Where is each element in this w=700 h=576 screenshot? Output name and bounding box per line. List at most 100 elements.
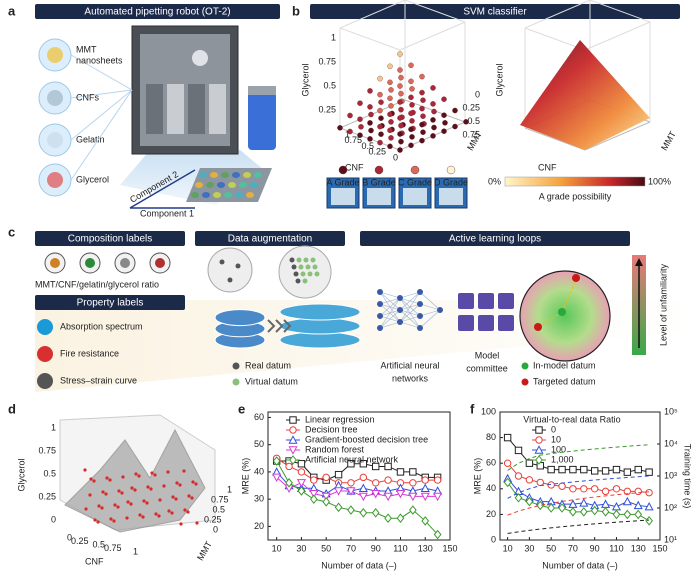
sample-dot [162, 484, 166, 488]
sample-dot [146, 485, 150, 489]
nn-edge [379, 309, 401, 329]
y-tick-label: 0 [491, 534, 496, 544]
target-point [534, 323, 542, 331]
sample-dot [398, 122, 404, 129]
x-tick-label: 130 [418, 543, 433, 553]
data-point [612, 485, 621, 493]
sample-dot [191, 480, 195, 484]
property-label: Absorption spectrum [60, 321, 143, 331]
data-point [420, 483, 430, 492]
virtual-set [278, 245, 332, 299]
panel-label: e [238, 401, 245, 416]
robot-rack [188, 84, 205, 134]
data-point [623, 468, 632, 476]
well [250, 182, 258, 188]
grade-dot [338, 165, 348, 175]
virtual-point [305, 264, 311, 270]
data-point [322, 497, 331, 507]
sample-dot [112, 519, 116, 523]
sample-dot [387, 79, 393, 86]
composition-detail [120, 258, 130, 268]
virtual-point [293, 271, 299, 277]
sample-dot [442, 120, 448, 126]
data-point [525, 496, 534, 507]
data-point [579, 498, 589, 507]
data-point [347, 505, 355, 515]
real-point [227, 277, 233, 283]
sample-dot [377, 75, 383, 82]
y2-tick-label: 10⁵ [664, 406, 678, 416]
sample-dot [397, 83, 403, 89]
sample-dot [117, 489, 121, 493]
panel-label: b [292, 3, 300, 18]
nn-node [417, 289, 423, 295]
well [243, 172, 251, 178]
real-point [219, 259, 225, 265]
sample-dot [116, 505, 120, 509]
series-line [507, 437, 650, 473]
sample-dot [388, 119, 394, 125]
sample-dot [420, 129, 426, 135]
data-point [334, 470, 343, 479]
data-point [433, 476, 442, 484]
sample-dot [142, 499, 146, 503]
component-label: CNFs [76, 92, 99, 102]
x-tick-label: 0 [393, 152, 398, 162]
sample-dot [96, 520, 100, 524]
sample-dot [167, 509, 171, 513]
section-title: Active learning loops [449, 234, 541, 245]
caption: MMT/CNF/gelatin/glycerol ratio [35, 279, 159, 289]
component-label: nanosheets [76, 55, 123, 65]
time-line [507, 519, 650, 534]
arrow [267, 319, 276, 333]
component-link [70, 89, 133, 99]
nn-edge [379, 297, 401, 305]
axis-label: CNF [538, 162, 557, 172]
data-point [644, 501, 654, 511]
nn-node [377, 301, 383, 307]
data-point [310, 476, 318, 484]
data-point [372, 479, 380, 487]
sample-dot [452, 107, 458, 114]
sample-dot [397, 67, 403, 73]
virtual-point [302, 278, 308, 284]
data-point [622, 496, 632, 506]
data-point [558, 503, 566, 513]
sample-dot [145, 501, 149, 505]
panel-label: c [8, 224, 15, 239]
nn-node [437, 307, 443, 313]
sample-dot [387, 63, 393, 70]
data-point [433, 529, 442, 540]
x-tick-label: 0.75 [104, 543, 122, 553]
component-detail [47, 172, 63, 188]
nn-edge [379, 321, 401, 329]
sample-dot [178, 483, 182, 487]
virtual-point [303, 257, 309, 263]
sample-dot [113, 503, 117, 507]
committee-member [458, 315, 474, 331]
x-tick-label: 90 [590, 543, 600, 553]
sample-dot [141, 515, 145, 519]
sample-dot [441, 112, 447, 118]
y-tick-label: 20 [254, 521, 264, 531]
data-point [514, 446, 523, 455]
data-point [359, 507, 368, 518]
x-tick-label: 130 [631, 543, 646, 553]
sample-dot [397, 51, 403, 57]
sample-dot [387, 111, 393, 118]
sample-dot [104, 492, 108, 496]
legend-marker [289, 426, 297, 434]
y-tick-label: 50 [254, 439, 264, 449]
model-label: Model [475, 350, 500, 360]
data-cylinder [214, 309, 266, 327]
data-cylinder [279, 303, 361, 321]
x-tick-label: 0.75 [344, 135, 362, 145]
legend-title: Virtual-to-real data Ratio [523, 414, 620, 424]
y-tick-label: 100 [481, 406, 496, 416]
x-tick-label: 110 [609, 543, 623, 553]
sample-dot [397, 115, 403, 121]
axis-arrow [129, 169, 196, 209]
model-label: committee [466, 363, 508, 373]
sample-dot [183, 508, 187, 512]
legend-dot [232, 362, 240, 370]
